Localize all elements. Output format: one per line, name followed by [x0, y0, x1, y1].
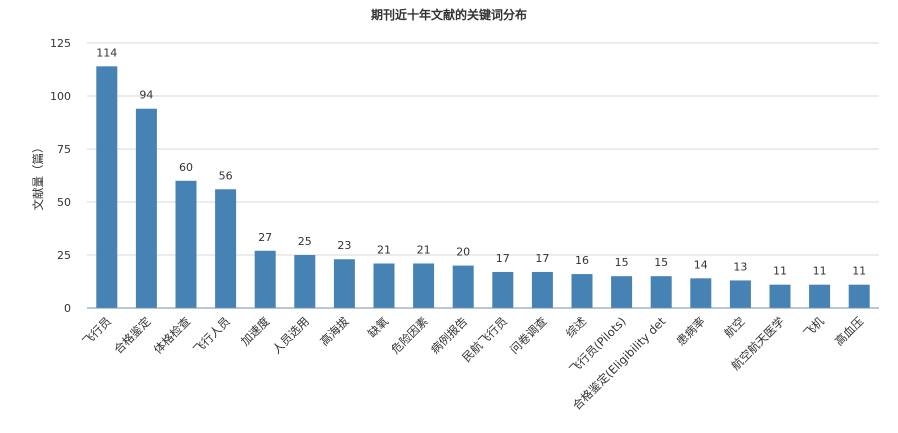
- data-label-8: 21: [417, 243, 431, 256]
- bar-8: [413, 263, 435, 308]
- data-label-7: 21: [377, 243, 391, 256]
- x-tick-label-1: 合格鉴定: [111, 314, 154, 357]
- y-tick-label-3: 75: [57, 143, 71, 156]
- y-axis-label: 文献量（篇）: [31, 142, 45, 211]
- x-tick-label-11: 问卷调查: [507, 314, 550, 357]
- data-label-0: 114: [96, 46, 117, 59]
- data-label-19: 11: [852, 265, 866, 278]
- x-tick-label-15: 患病率: [674, 314, 708, 348]
- bar-16: [729, 280, 751, 308]
- bar-11: [531, 271, 553, 308]
- data-label-10: 17: [496, 252, 510, 265]
- y-tick-label-5: 125: [50, 37, 71, 50]
- data-label-14: 15: [654, 256, 668, 269]
- data-label-15: 14: [694, 258, 708, 271]
- bar-4: [254, 250, 276, 308]
- data-label-18: 11: [813, 265, 827, 278]
- data-label-16: 13: [733, 260, 747, 273]
- bar-7: [373, 263, 395, 308]
- x-tick-label-8: 危险因素: [388, 314, 430, 356]
- x-tick-label-19: 高血压: [832, 314, 866, 348]
- bar-9: [452, 265, 474, 308]
- bar-2: [175, 180, 197, 308]
- bar-19: [848, 284, 870, 308]
- bar-12: [571, 274, 593, 308]
- data-label-13: 15: [615, 256, 629, 269]
- bar-6: [333, 259, 355, 308]
- data-labels: 114 94 60 56 27 25 23 21 21 20 17 17 16 15 15 14 13 11 11 1…: [96, 46, 866, 277]
- bars: [96, 66, 870, 308]
- bar-3: [215, 189, 237, 308]
- data-label-12: 16: [575, 254, 589, 267]
- data-label-4: 27: [258, 231, 272, 244]
- bar-0: [96, 66, 118, 308]
- bar-14: [650, 276, 672, 308]
- data-label-2: 60: [179, 161, 193, 174]
- x-tick-label-16: 航空: [721, 314, 747, 340]
- chart-title: 期刊近十年文献的关键词分布: [371, 7, 527, 22]
- data-label-1: 94: [139, 89, 153, 102]
- y-tick-label-4: 100: [50, 90, 71, 103]
- bar-1: [135, 108, 157, 308]
- x-tick-label-4: 加速度: [238, 314, 273, 349]
- y-axis-ticks: 0 25 50 75 100 125: [50, 37, 71, 315]
- x-tick-label-12: 综述: [563, 314, 590, 341]
- data-label-3: 56: [219, 169, 233, 182]
- x-tick-label-6: 高海拔: [317, 314, 352, 349]
- y-tick-label-0: 0: [64, 302, 71, 315]
- bar-17: [769, 284, 791, 308]
- x-tick-label-0: 飞行员: [80, 314, 114, 348]
- bar-18: [809, 284, 831, 308]
- data-label-5: 25: [298, 235, 312, 248]
- data-label-9: 20: [456, 246, 470, 259]
- x-tick-label-7: 缺氧: [365, 314, 392, 341]
- y-tick-label-2: 50: [57, 196, 71, 209]
- x-tick-label-2: 体格检查: [151, 314, 194, 357]
- data-label-11: 17: [535, 252, 549, 265]
- bar-15: [690, 278, 712, 308]
- bar-10: [492, 271, 514, 308]
- bar-13: [611, 276, 633, 308]
- x-tick-label-5: 人员选用: [269, 314, 311, 356]
- y-tick-label-1: 25: [57, 249, 71, 262]
- gridlines: [87, 42, 879, 256]
- data-label-6: 23: [337, 239, 351, 252]
- x-tick-label-3: 飞行人员: [190, 314, 232, 356]
- bar-5: [294, 255, 316, 308]
- x-tick-label-18: 飞机: [801, 314, 828, 341]
- data-label-17: 11: [773, 265, 787, 278]
